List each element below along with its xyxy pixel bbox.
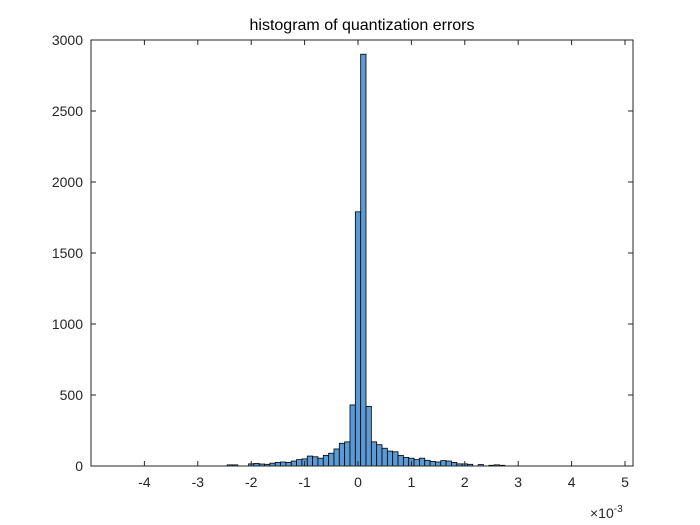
histogram-bar: [445, 460, 452, 467]
y-tick-label: 1500: [52, 245, 83, 261]
x-axis-exponent: ×10-3: [590, 504, 623, 521]
histogram-bar: [338, 442, 346, 467]
x-tick-label: -1: [298, 474, 311, 490]
x-tick-label: -4: [138, 474, 151, 490]
y-tick-label: 2000: [52, 174, 83, 190]
histogram-bar: [306, 455, 314, 467]
x-axis-tick-labels: -4 -3 -2 -1 0 1 2 3 4 5: [138, 474, 629, 490]
histogram-bar: [435, 461, 442, 467]
histogram-bar: [333, 448, 340, 467]
histogram-bar: [392, 451, 399, 467]
histogram-bar: [429, 461, 436, 467]
histogram-bar: [440, 460, 447, 467]
x-axis-exponent-power: -3: [614, 504, 623, 515]
x-tick-label: 4: [568, 474, 576, 490]
histogram-bar: [451, 462, 458, 467]
histogram-bar: [381, 447, 388, 467]
histogram-bar: [317, 457, 324, 467]
histogram-bar: [418, 457, 426, 467]
histogram-bar: [349, 404, 356, 467]
x-tick-label: 1: [407, 474, 415, 490]
histogram-bar: [413, 459, 420, 467]
histogram-bar: [386, 450, 394, 467]
histogram-bar: [354, 211, 362, 467]
chart-title: histogram of quantization errors: [250, 17, 475, 34]
bars: [226, 53, 506, 467]
histogram-bar: [397, 454, 404, 467]
histogram-bar: [402, 457, 410, 467]
x-tick-label: 2: [461, 474, 469, 490]
y-tick-label: 0: [75, 458, 83, 474]
x-axis-exponent-base: ×10: [590, 505, 614, 521]
x-tick-label: -2: [245, 474, 258, 490]
histogram-bar: [344, 441, 351, 467]
histogram-bar: [376, 444, 383, 467]
x-tick-label: 3: [514, 474, 522, 490]
y-tick-label: 1000: [52, 316, 83, 332]
histogram-bar: [365, 405, 372, 467]
histogram-bar: [290, 460, 297, 467]
histogram-bar: [370, 441, 378, 467]
histogram-bar: [296, 459, 303, 467]
axis-ticks: [91, 39, 633, 467]
histogram-bar: [280, 461, 287, 467]
x-tick-label: 0: [354, 474, 362, 490]
histogram-bar: [424, 459, 431, 467]
histogram-bar: [328, 452, 335, 467]
x-tick-label: -3: [192, 474, 205, 490]
x-tick-label: 5: [621, 474, 629, 490]
y-tick-label: 500: [60, 387, 84, 403]
histogram-bar: [312, 456, 319, 467]
histogram-bar: [322, 454, 330, 467]
histogram-bar: [285, 462, 292, 467]
y-tick-label: 3000: [52, 32, 83, 48]
y-tick-label: 2500: [52, 103, 83, 119]
histogram-bar: [360, 53, 367, 467]
y-axis-tick-labels: 0 500 1000 1500 2000 2500 3000: [52, 32, 83, 474]
histogram-bar: [274, 462, 281, 467]
